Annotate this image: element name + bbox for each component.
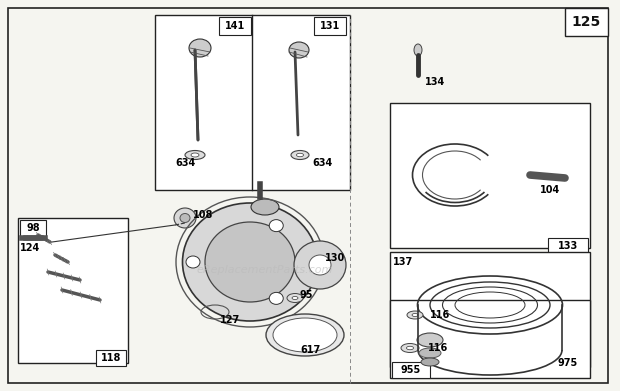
Ellipse shape	[294, 241, 346, 289]
Bar	[18, 218, 128, 363]
Text: 131: 131	[320, 21, 340, 31]
Ellipse shape	[186, 256, 200, 268]
Ellipse shape	[291, 151, 309, 160]
Text: 118: 118	[101, 353, 121, 363]
Ellipse shape	[174, 208, 196, 228]
Bar	[390, 300, 590, 378]
Ellipse shape	[419, 348, 441, 358]
Ellipse shape	[287, 294, 303, 303]
Text: eReplacementParts.com: eReplacementParts.com	[197, 265, 333, 275]
Ellipse shape	[407, 346, 414, 350]
Ellipse shape	[412, 314, 418, 316]
Text: 116: 116	[428, 343, 448, 353]
Ellipse shape	[182, 203, 317, 321]
Ellipse shape	[191, 153, 199, 157]
Bar	[219, 17, 251, 35]
Bar	[20, 220, 46, 236]
Bar	[314, 17, 346, 35]
Text: 127: 127	[220, 315, 241, 325]
Text: 133: 133	[558, 241, 578, 251]
Text: 141: 141	[225, 21, 245, 31]
Ellipse shape	[289, 42, 309, 58]
Bar	[155, 15, 350, 190]
Ellipse shape	[292, 296, 298, 300]
Text: 108: 108	[193, 210, 213, 220]
Ellipse shape	[205, 222, 295, 302]
Ellipse shape	[417, 333, 443, 347]
Text: 125: 125	[572, 15, 601, 29]
Text: 634: 634	[312, 158, 332, 168]
Bar	[392, 362, 430, 378]
Ellipse shape	[309, 255, 331, 275]
Ellipse shape	[269, 292, 283, 304]
Text: 134: 134	[425, 77, 445, 87]
Bar	[565, 8, 608, 36]
Ellipse shape	[296, 153, 304, 157]
Ellipse shape	[421, 358, 439, 366]
Text: 634: 634	[175, 158, 195, 168]
Ellipse shape	[273, 318, 337, 352]
Ellipse shape	[251, 199, 279, 215]
Ellipse shape	[269, 220, 283, 231]
Text: 955: 955	[401, 365, 421, 375]
Ellipse shape	[266, 314, 344, 356]
Bar	[548, 355, 588, 371]
Text: 104: 104	[540, 185, 560, 195]
Ellipse shape	[401, 344, 419, 353]
Text: 116: 116	[430, 310, 450, 320]
Text: 98: 98	[26, 223, 40, 233]
Text: 137: 137	[393, 257, 414, 267]
Ellipse shape	[414, 44, 422, 56]
Ellipse shape	[189, 39, 211, 57]
Bar	[548, 238, 588, 254]
Text: 124: 124	[20, 243, 40, 253]
Bar	[96, 350, 126, 366]
Ellipse shape	[407, 311, 423, 319]
Bar	[390, 252, 590, 367]
Text: 975: 975	[558, 358, 578, 368]
Text: 617: 617	[300, 345, 321, 355]
Bar	[390, 103, 590, 248]
Text: 130: 130	[325, 253, 345, 263]
Ellipse shape	[180, 213, 190, 222]
Text: 95: 95	[300, 290, 314, 300]
Ellipse shape	[185, 151, 205, 160]
